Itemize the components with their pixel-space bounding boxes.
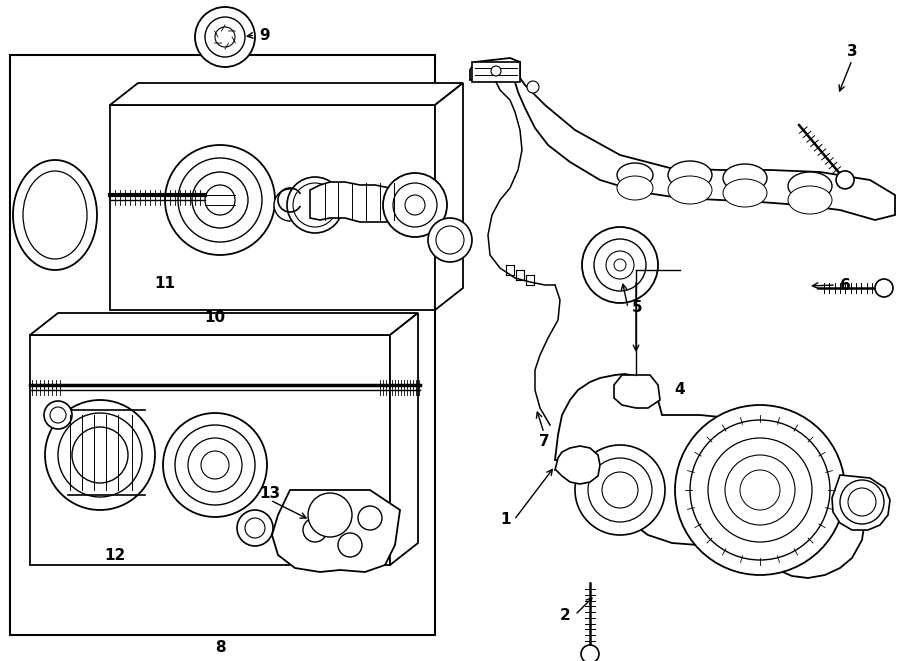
Circle shape <box>602 472 638 508</box>
Polygon shape <box>832 475 890 530</box>
Circle shape <box>582 227 658 303</box>
Ellipse shape <box>13 160 97 270</box>
Circle shape <box>875 279 893 297</box>
Circle shape <box>175 425 255 505</box>
Circle shape <box>293 183 337 227</box>
Circle shape <box>836 171 854 189</box>
Circle shape <box>44 401 72 429</box>
Text: 1: 1 <box>500 512 511 527</box>
Polygon shape <box>30 335 390 565</box>
Polygon shape <box>30 313 418 335</box>
Ellipse shape <box>617 176 653 200</box>
Ellipse shape <box>23 171 87 259</box>
Ellipse shape <box>668 176 712 204</box>
Circle shape <box>708 438 812 542</box>
Polygon shape <box>555 374 865 578</box>
Circle shape <box>581 645 599 661</box>
Circle shape <box>195 7 255 67</box>
Circle shape <box>848 488 876 516</box>
Ellipse shape <box>723 164 767 192</box>
Circle shape <box>614 259 626 271</box>
Ellipse shape <box>723 179 767 207</box>
Circle shape <box>245 518 265 538</box>
Text: 9: 9 <box>260 28 270 42</box>
Text: 10: 10 <box>204 311 226 325</box>
Circle shape <box>72 427 128 483</box>
Circle shape <box>491 66 501 76</box>
Circle shape <box>527 81 539 93</box>
Text: 2: 2 <box>560 607 571 623</box>
Text: 6: 6 <box>840 278 850 293</box>
Circle shape <box>303 518 327 542</box>
Text: 12: 12 <box>104 547 126 563</box>
Circle shape <box>393 183 437 227</box>
Text: 13: 13 <box>259 485 281 500</box>
Circle shape <box>201 451 229 479</box>
Polygon shape <box>470 58 895 220</box>
Polygon shape <box>472 62 520 82</box>
Circle shape <box>740 470 780 510</box>
Text: 4: 4 <box>675 383 685 397</box>
Circle shape <box>205 17 245 57</box>
Ellipse shape <box>617 163 653 187</box>
Circle shape <box>606 251 634 279</box>
Circle shape <box>165 145 275 255</box>
Circle shape <box>436 226 464 254</box>
Circle shape <box>594 239 646 291</box>
Polygon shape <box>435 83 463 310</box>
Circle shape <box>274 189 306 221</box>
Circle shape <box>178 158 262 242</box>
Circle shape <box>675 405 845 575</box>
Circle shape <box>428 218 472 262</box>
Circle shape <box>840 480 884 524</box>
Circle shape <box>50 407 66 423</box>
Ellipse shape <box>668 161 712 189</box>
Circle shape <box>215 27 235 47</box>
Circle shape <box>287 177 343 233</box>
Circle shape <box>358 506 382 530</box>
Polygon shape <box>10 55 435 635</box>
Circle shape <box>338 533 362 557</box>
Circle shape <box>237 510 273 546</box>
Polygon shape <box>110 83 463 105</box>
Ellipse shape <box>788 172 832 200</box>
Polygon shape <box>272 490 400 572</box>
Text: 7: 7 <box>539 434 549 449</box>
Circle shape <box>192 172 248 228</box>
Polygon shape <box>310 182 415 222</box>
Text: 8: 8 <box>215 641 225 656</box>
Polygon shape <box>110 105 435 310</box>
Circle shape <box>163 413 267 517</box>
Text: 11: 11 <box>155 276 176 290</box>
Circle shape <box>575 445 665 535</box>
Polygon shape <box>614 375 660 408</box>
Text: 5: 5 <box>632 301 643 315</box>
Circle shape <box>205 185 235 215</box>
Circle shape <box>58 413 142 497</box>
Polygon shape <box>390 313 418 565</box>
Circle shape <box>383 173 447 237</box>
Polygon shape <box>555 446 600 484</box>
Circle shape <box>725 455 795 525</box>
Circle shape <box>690 420 830 560</box>
Circle shape <box>188 438 242 492</box>
Circle shape <box>45 400 155 510</box>
Circle shape <box>308 493 352 537</box>
Ellipse shape <box>788 186 832 214</box>
Text: 3: 3 <box>847 44 858 59</box>
Circle shape <box>405 195 425 215</box>
Circle shape <box>588 458 652 522</box>
